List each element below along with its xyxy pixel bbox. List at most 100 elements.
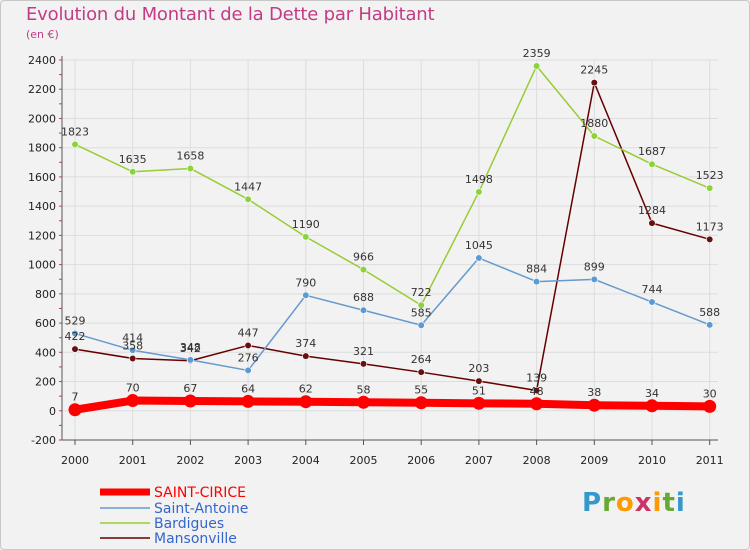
data-point	[417, 301, 425, 309]
y-tick-label: -200	[31, 434, 56, 447]
data-point	[71, 140, 79, 148]
y-tick-label: 1600	[28, 171, 56, 184]
data-label: 55	[414, 384, 428, 397]
series-line-saint-antoine	[74, 257, 711, 372]
data-label: 966	[353, 251, 374, 264]
data-point	[590, 79, 598, 87]
data-label: 38	[587, 386, 601, 399]
data-point	[244, 195, 252, 203]
y-tick-label: 1400	[28, 200, 56, 213]
data-label: 342	[180, 342, 201, 355]
series-line-mansonville	[74, 81, 711, 392]
logo-letter: P	[582, 488, 603, 518]
legend-label: Mansonville	[154, 531, 237, 547]
data-point	[532, 386, 541, 395]
x-tick-label: 2011	[696, 454, 724, 467]
x-tick-label: 2009	[580, 454, 608, 467]
data-point	[706, 321, 714, 329]
data-point	[532, 62, 541, 70]
series-group	[68, 62, 717, 417]
data-point	[244, 366, 252, 375]
x-tick-label: 2004	[292, 454, 320, 467]
data-label: 744	[642, 283, 663, 296]
y-tick-labels: -200 0 200 400 600 800 1000 1200 1400 1600 1800 200…	[28, 54, 56, 447]
data-label: 884	[526, 263, 547, 276]
logo-letter: x	[634, 488, 653, 518]
data-label: 2359	[523, 47, 551, 60]
data-label: 1658	[176, 149, 204, 162]
data-label: 2245	[580, 64, 608, 77]
data-label: 1635	[119, 153, 147, 166]
data-point	[359, 306, 368, 314]
data-label: 790	[295, 276, 316, 289]
data-labels: 7 70 67 64 62 58 55 51 48 38 34 30 529 414 348 276 790 68…	[61, 47, 724, 404]
data-point	[186, 356, 194, 364]
y-tick-label: 600	[35, 317, 56, 330]
data-point	[645, 399, 659, 413]
data-label: 264	[411, 353, 432, 366]
data-point	[587, 398, 601, 412]
legend: SAINT-CIRICESaint-AntoineBardiguesManson…	[100, 485, 248, 547]
data-point	[183, 394, 197, 408]
data-label: 1447	[234, 180, 262, 193]
data-point	[417, 368, 425, 376]
data-point	[68, 403, 82, 417]
data-point	[648, 219, 656, 227]
x-tick-label: 2006	[407, 454, 435, 467]
data-label: 688	[353, 291, 374, 304]
data-label: 30	[703, 387, 717, 400]
data-point	[706, 235, 714, 243]
x-tick-label: 2001	[119, 454, 147, 467]
data-label: 722	[411, 286, 432, 299]
legend-label: SAINT-CIRICE	[154, 485, 246, 501]
data-label: 7	[72, 391, 79, 404]
data-point	[706, 184, 714, 192]
data-point	[357, 395, 370, 409]
logo-letter: i	[675, 488, 686, 518]
data-label: 48	[530, 385, 544, 398]
data-label: 64	[241, 382, 255, 395]
data-label: 1284	[638, 204, 666, 217]
data-label: 51	[472, 384, 486, 397]
data-label: 62	[299, 383, 313, 396]
data-point	[475, 188, 483, 196]
data-label: 1045	[465, 239, 493, 252]
data-point	[648, 160, 656, 168]
data-point	[302, 233, 310, 241]
data-label: 58	[357, 383, 371, 396]
x-tick-label: 2007	[465, 454, 493, 467]
y-tick-label: 1200	[28, 229, 56, 242]
data-point	[302, 352, 310, 360]
data-point	[129, 168, 137, 176]
data-point	[126, 394, 140, 408]
y-tick-label: 200	[35, 376, 56, 389]
data-point	[299, 395, 313, 409]
data-label: 414	[122, 331, 143, 344]
chart-title: Evolution du Montant de la Dette par Hab…	[26, 4, 435, 25]
data-label: 374	[295, 337, 316, 350]
data-label: 348	[180, 341, 201, 354]
data-point	[129, 354, 137, 363]
logo-letter: o	[615, 488, 635, 518]
y-tick-label: 2000	[28, 112, 56, 125]
data-label: 70	[126, 382, 140, 395]
data-label: 529	[65, 314, 86, 327]
data-label: 1173	[696, 220, 724, 233]
data-point	[414, 396, 428, 410]
series-line-bardigues	[74, 65, 711, 306]
data-label: 1523	[696, 169, 724, 182]
data-label: 588	[699, 306, 720, 319]
proxiti-logo: Proxiti	[582, 488, 686, 518]
data-label: 1823	[61, 125, 89, 138]
x-tick-label: 2008	[523, 454, 551, 467]
data-point	[359, 360, 368, 368]
data-label: 422	[65, 330, 86, 343]
data-label: 276	[238, 351, 259, 364]
data-label: 139	[526, 371, 547, 384]
series-line-saint-cirice	[71, 396, 714, 414]
data-point	[532, 277, 541, 286]
data-point	[590, 275, 598, 283]
y-tick-label: 2400	[28, 54, 56, 67]
data-label: 67	[183, 382, 197, 395]
